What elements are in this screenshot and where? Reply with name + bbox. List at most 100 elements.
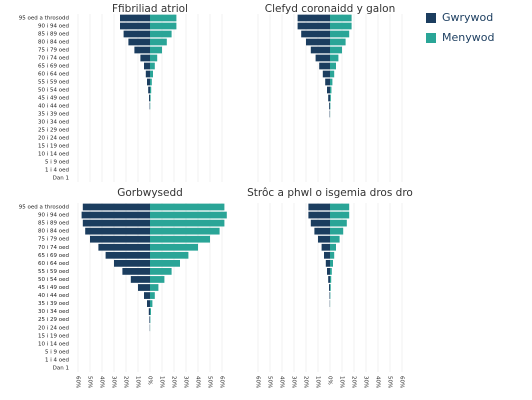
- bar: [144, 62, 150, 70]
- bar: [82, 203, 150, 211]
- bar: [308, 203, 330, 211]
- y-tick-label: 65 i 69 oed: [38, 253, 69, 259]
- y-tick-label: 85 i 89 oed: [38, 32, 69, 38]
- x-tick-label: 30%: [111, 376, 117, 388]
- y-tick-label: Dan 1: [53, 366, 69, 372]
- x-tick-label: 50%: [387, 376, 393, 388]
- y-tick-label: 10 i 14 oed: [38, 152, 69, 158]
- bar: [85, 227, 150, 235]
- x-tick-label: 10%: [159, 376, 165, 388]
- y-tick-label: 30 i 34 oed: [38, 120, 69, 126]
- y-tick-label: 35 i 39 oed: [38, 301, 69, 307]
- legend-swatch: [426, 13, 436, 23]
- bar: [150, 78, 152, 86]
- bar: [330, 46, 342, 54]
- bar: [330, 235, 340, 243]
- bar: [327, 86, 330, 94]
- y-tick-label: 95 oed a throsodd: [19, 205, 69, 211]
- y-tick-label: 15 i 19 oed: [38, 144, 69, 150]
- chart-title: Ffibriliad atriol: [112, 3, 188, 15]
- bar: [310, 219, 330, 227]
- bar: [130, 276, 150, 283]
- y-tick-label: 25 i 29 oed: [38, 128, 69, 134]
- y-tick-label: 75 i 79 oed: [38, 48, 69, 54]
- y-tick-label: 70 i 74 oed: [38, 245, 69, 251]
- x-tick-label: 20%: [123, 376, 129, 388]
- y-tick-label: 70 i 74 oed: [38, 56, 69, 62]
- x-tick-label: 10%: [315, 376, 321, 388]
- bar: [315, 54, 330, 62]
- bar: [150, 219, 225, 227]
- bar: [82, 219, 150, 227]
- bar: [150, 62, 155, 70]
- bar: [140, 54, 150, 62]
- bar: [330, 276, 332, 283]
- bar: [120, 22, 150, 30]
- bar: [327, 268, 330, 275]
- bar: [147, 78, 150, 86]
- bar: [105, 251, 150, 259]
- x-tick-label: 50%: [207, 376, 213, 388]
- bar: [325, 78, 330, 86]
- bar: [150, 227, 220, 235]
- bar: [145, 70, 150, 78]
- y-tick-label: 45 i 49 oed: [38, 96, 69, 102]
- y-tick-label: 40 i 44 oed: [38, 104, 69, 110]
- x-tick-label: 10%: [135, 376, 141, 388]
- bar: [122, 268, 150, 275]
- bar: [325, 259, 330, 267]
- bar: [310, 46, 330, 54]
- y-tick-label: Dan 1: [53, 176, 69, 182]
- y-tick-label: 35 i 39 oed: [38, 112, 69, 118]
- y-tick-label: 40 i 44 oed: [38, 293, 69, 299]
- y-tick-label: 50 i 54 oed: [38, 88, 69, 94]
- y-tick-label: 60 i 64 oed: [38, 72, 69, 78]
- legend-swatch: [426, 33, 436, 43]
- bar: [328, 94, 330, 102]
- bar: [150, 54, 158, 62]
- bar: [150, 22, 177, 30]
- legend-label: Menywod: [442, 31, 494, 44]
- bar: [150, 259, 180, 267]
- y-tick-label: 25 i 29 oed: [38, 317, 69, 323]
- y-tick-label: 80 i 84 oed: [38, 40, 69, 46]
- bar: [330, 70, 335, 78]
- bar: [150, 276, 165, 283]
- x-tick-label: 20%: [171, 376, 177, 388]
- bar: [150, 251, 189, 259]
- bar: [297, 22, 330, 30]
- y-tick-label: 55 i 59 oed: [38, 269, 69, 275]
- bar: [150, 30, 172, 38]
- bar: [98, 243, 150, 251]
- y-tick-label: 20 i 24 oed: [38, 325, 69, 331]
- bar: [322, 70, 330, 78]
- bar: [330, 38, 346, 46]
- x-tick-label: 40%: [279, 376, 285, 388]
- y-tick-label: 5 i 9 oed: [45, 349, 69, 355]
- x-tick-label: 10%: [339, 376, 345, 388]
- bar: [301, 30, 330, 38]
- bar: [150, 86, 152, 94]
- bar: [330, 284, 331, 291]
- y-tick-label: 50 i 54 oed: [38, 277, 69, 283]
- x-tick-label: 20%: [303, 376, 309, 388]
- bar: [330, 30, 350, 38]
- bar: [330, 251, 335, 259]
- x-tick-label: 60%: [219, 376, 225, 388]
- y-tick-label: 5 i 9 oed: [45, 160, 69, 166]
- bar: [150, 308, 151, 316]
- bar: [308, 211, 330, 219]
- bar: [147, 300, 150, 307]
- bar: [114, 259, 150, 267]
- y-tick-label: 1 i 4 oed: [45, 357, 69, 363]
- bar: [150, 292, 155, 299]
- bar: [148, 308, 150, 316]
- bar: [90, 235, 150, 243]
- bar: [314, 227, 330, 235]
- x-tick-label: 40%: [375, 376, 381, 388]
- y-tick-label: 95 oed a throsodd: [19, 16, 69, 22]
- x-tick-label: 60%: [75, 376, 81, 388]
- bar: [150, 14, 177, 22]
- bar: [330, 22, 352, 30]
- bar: [318, 235, 330, 243]
